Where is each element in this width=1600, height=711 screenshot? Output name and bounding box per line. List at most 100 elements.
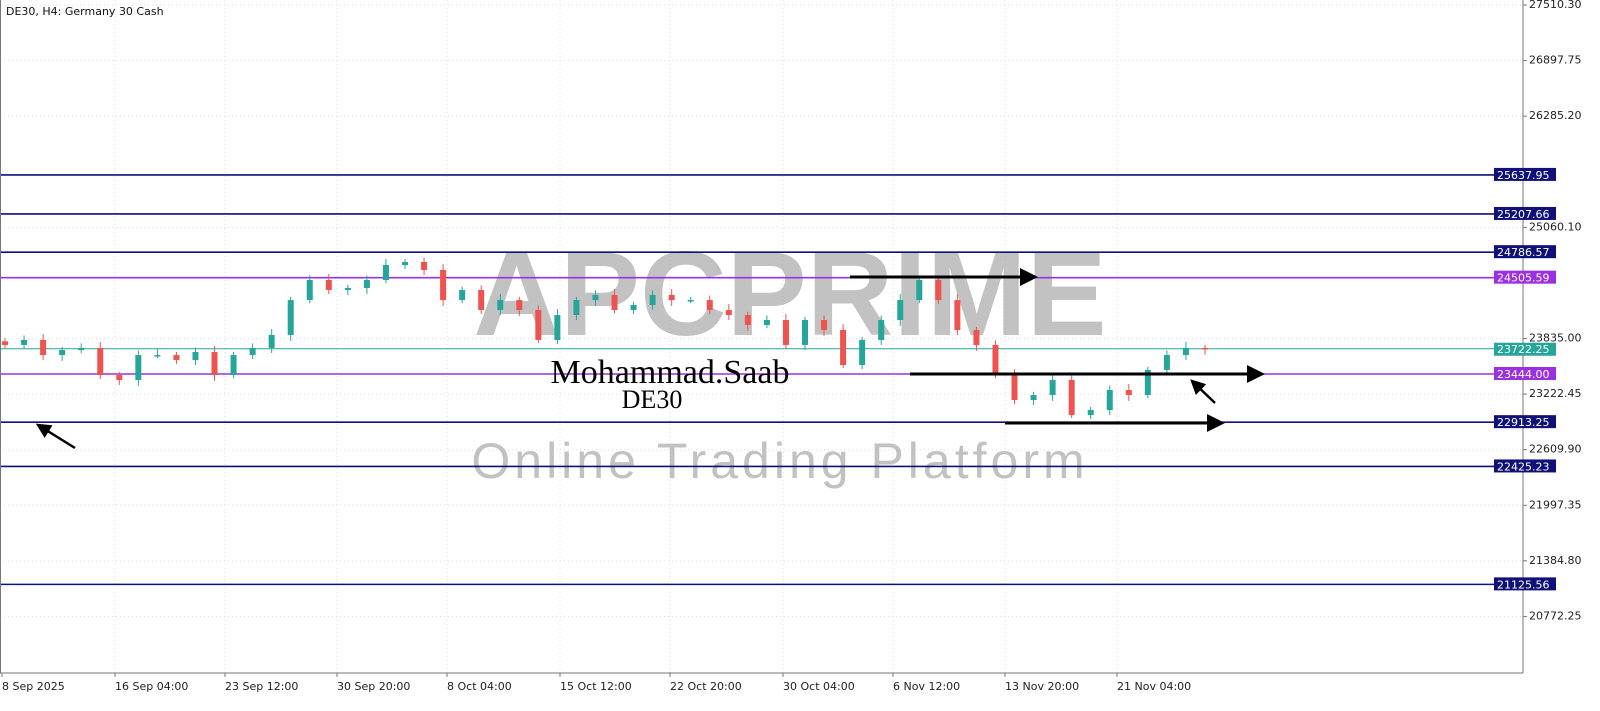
author-label: Mohammad.Saab [551,354,790,391]
candle-bear [973,329,980,345]
level-price-badge [1494,206,1556,220]
candle-bull [1182,347,1189,356]
candle-bull [1106,389,1113,411]
candle-bear [668,294,675,301]
candle-bear [744,315,751,325]
level-price-label: 23444.00 [1497,368,1550,381]
candle-bear [935,279,942,301]
candle-bear [2,341,8,345]
candle-bear [1202,347,1208,350]
x-tick-label: 30 Oct 04:00 [783,680,855,693]
candle-bull [630,305,637,311]
candle-bull [1030,395,1037,401]
candle-bear [478,289,485,311]
x-tick-label: 22 Oct 20:00 [670,680,742,693]
candle-bull [802,320,808,345]
level-price-badge [1494,415,1556,429]
y-tick-label: 26285.20 [1529,109,1582,122]
arrows [35,268,1265,450]
y-tick-label: 20772.25 [1529,609,1582,622]
candle-bear [97,347,104,375]
level-price-label: 22425.23 [1497,460,1550,473]
candle-bear [725,310,732,316]
candle-bull [287,300,294,335]
candle-bull [1049,379,1056,396]
candle-bear [516,300,523,311]
y-tick-label: 23222.45 [1529,387,1582,400]
y-tick-label: 22609.90 [1529,443,1582,456]
current-price-badge [1494,342,1556,356]
candle-bear [440,270,447,301]
candle-bear [421,262,428,271]
candle-bull [1144,370,1151,396]
candle-bull [859,339,866,366]
x-tick-label: 16 Sep 04:00 [115,680,188,693]
level-price-label: 25637.95 [1497,169,1550,182]
candle-bull [78,347,85,351]
watermark: APCPRIME Online Trading Platform [471,227,1106,489]
candle-bear [1011,374,1018,401]
x-tick-label: 8 Oct 04:00 [447,680,512,693]
time-axis: 8 Sep 2025 16 Sep 04:00 23 Sep 12:00 30 Sep… [1,673,1191,693]
horizontal-levels [0,174,1523,586]
candle-bear [1068,379,1075,416]
candle-bull [878,320,885,340]
level-price-label: 21125.56 [1497,578,1550,591]
candle-bull [135,355,142,380]
candle-bull [649,294,656,306]
level-price-label: 25207.66 [1497,208,1550,221]
candle-bear [325,279,332,290]
x-tick-label: 13 Nov 20:00 [1005,680,1079,693]
candle-bull [1163,355,1170,371]
candle-bull [497,300,504,311]
candle-bear [840,329,847,366]
y-tick-label: 27510.30 [1529,0,1582,11]
candle-bear [992,344,999,375]
x-tick-label: 15 Oct 12:00 [560,680,632,693]
candle-bull [1087,410,1094,416]
candle-bear [1125,389,1132,396]
arrow-diagonal-left [35,423,76,450]
level-price-badge [1494,459,1556,473]
chart-title: DE30, H4: Germany 30 Cash [6,5,164,18]
level-price-label: 24505.59 [1497,272,1550,285]
candle-bull [21,339,28,345]
level-price-badge [1494,270,1556,284]
candle-bull [344,287,351,290]
candle-bear [954,300,961,330]
candle-bull [154,355,161,357]
candle-bear [173,355,180,361]
candle-bull [382,265,389,280]
y-tick-label: 25060.10 [1529,220,1582,233]
y-tick-label: 21384.80 [1529,554,1582,567]
candle-bull [916,279,923,301]
level-price-label: 22913.25 [1497,416,1550,429]
x-tick-label: 6 Nov 12:00 [893,680,960,693]
candle-bear [611,294,618,311]
candle-bull [268,334,275,348]
price-axis: 27510.30 26897.75 26285.20 25060.10 23835.00… [1523,0,1582,622]
candle-bear [782,320,789,345]
symbol-label: DE30 [622,385,683,414]
x-tick-label: 23 Sep 12:00 [225,680,298,693]
level-price-label: 24786.57 [1497,246,1550,259]
level-price-badge [1494,577,1556,591]
y-tick-label: 26897.75 [1529,54,1582,67]
y-tick-label: 21997.35 [1529,498,1582,511]
candle-bull [459,289,466,301]
level-price-badge [1494,245,1556,259]
current-price-label: 23722.25 [1497,343,1550,356]
arrow-diagonal-right [1190,379,1216,404]
candle-bull [687,300,694,302]
x-tick-label: 21 Nov 04:00 [1117,680,1191,693]
candle-bull [363,279,370,288]
candle-bull [592,294,599,301]
y-tick-label: 23835.00 [1529,332,1582,345]
watermark-tagline: Online Trading Platform [471,433,1088,489]
candle-bear [706,300,713,311]
candle-bear [211,352,218,375]
watermark-brand: APCPRIME [473,227,1106,361]
level-price-badge [1494,367,1556,380]
candle-bear [821,320,828,330]
